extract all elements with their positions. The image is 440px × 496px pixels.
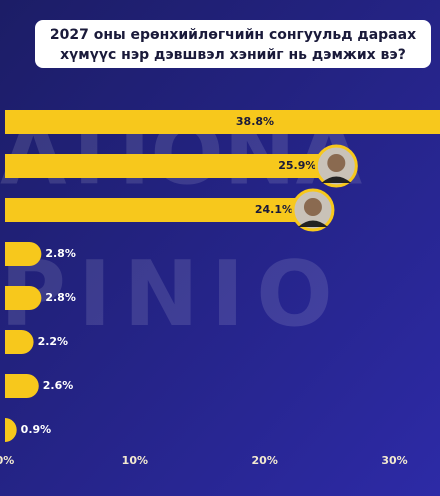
- bar: [5, 374, 39, 398]
- watermark: PINIO: [0, 242, 345, 347]
- chart-title: 2027 оны ерөнхийлөгчийн сонгуульд дараах: [50, 27, 416, 43]
- bar: [5, 418, 17, 443]
- data-label: 2.6%: [43, 379, 74, 392]
- data-label: 2.8%: [45, 291, 76, 304]
- candidate-photo-suit: [297, 220, 328, 227]
- bar: [5, 330, 34, 354]
- bar: [5, 242, 42, 266]
- data-label: 25.9%: [278, 159, 316, 172]
- candidate-photo-face: [327, 154, 346, 172]
- data-label: 2.2%: [38, 335, 69, 348]
- chart-title: хүмүүс нэр дэвшвэл хэнийг нь дэмжих вэ?: [60, 47, 406, 63]
- bar: [5, 286, 42, 310]
- x-tick-label: 20%: [252, 454, 278, 467]
- x-tick-label: 10%: [122, 454, 148, 467]
- candidate-photo-suit: [321, 176, 352, 183]
- data-label: 2.8%: [45, 247, 76, 260]
- data-label: 24.1%: [255, 203, 293, 216]
- bar: [5, 198, 318, 222]
- data-label: 38.8%: [236, 115, 274, 128]
- candidate-photo-face: [303, 198, 322, 216]
- bar: [5, 110, 440, 134]
- x-tick-label: 0%: [0, 454, 14, 467]
- x-tick-label: 30%: [381, 454, 407, 467]
- bar: [5, 154, 342, 178]
- title-box: [35, 20, 431, 68]
- data-label: 0.9%: [21, 423, 52, 436]
